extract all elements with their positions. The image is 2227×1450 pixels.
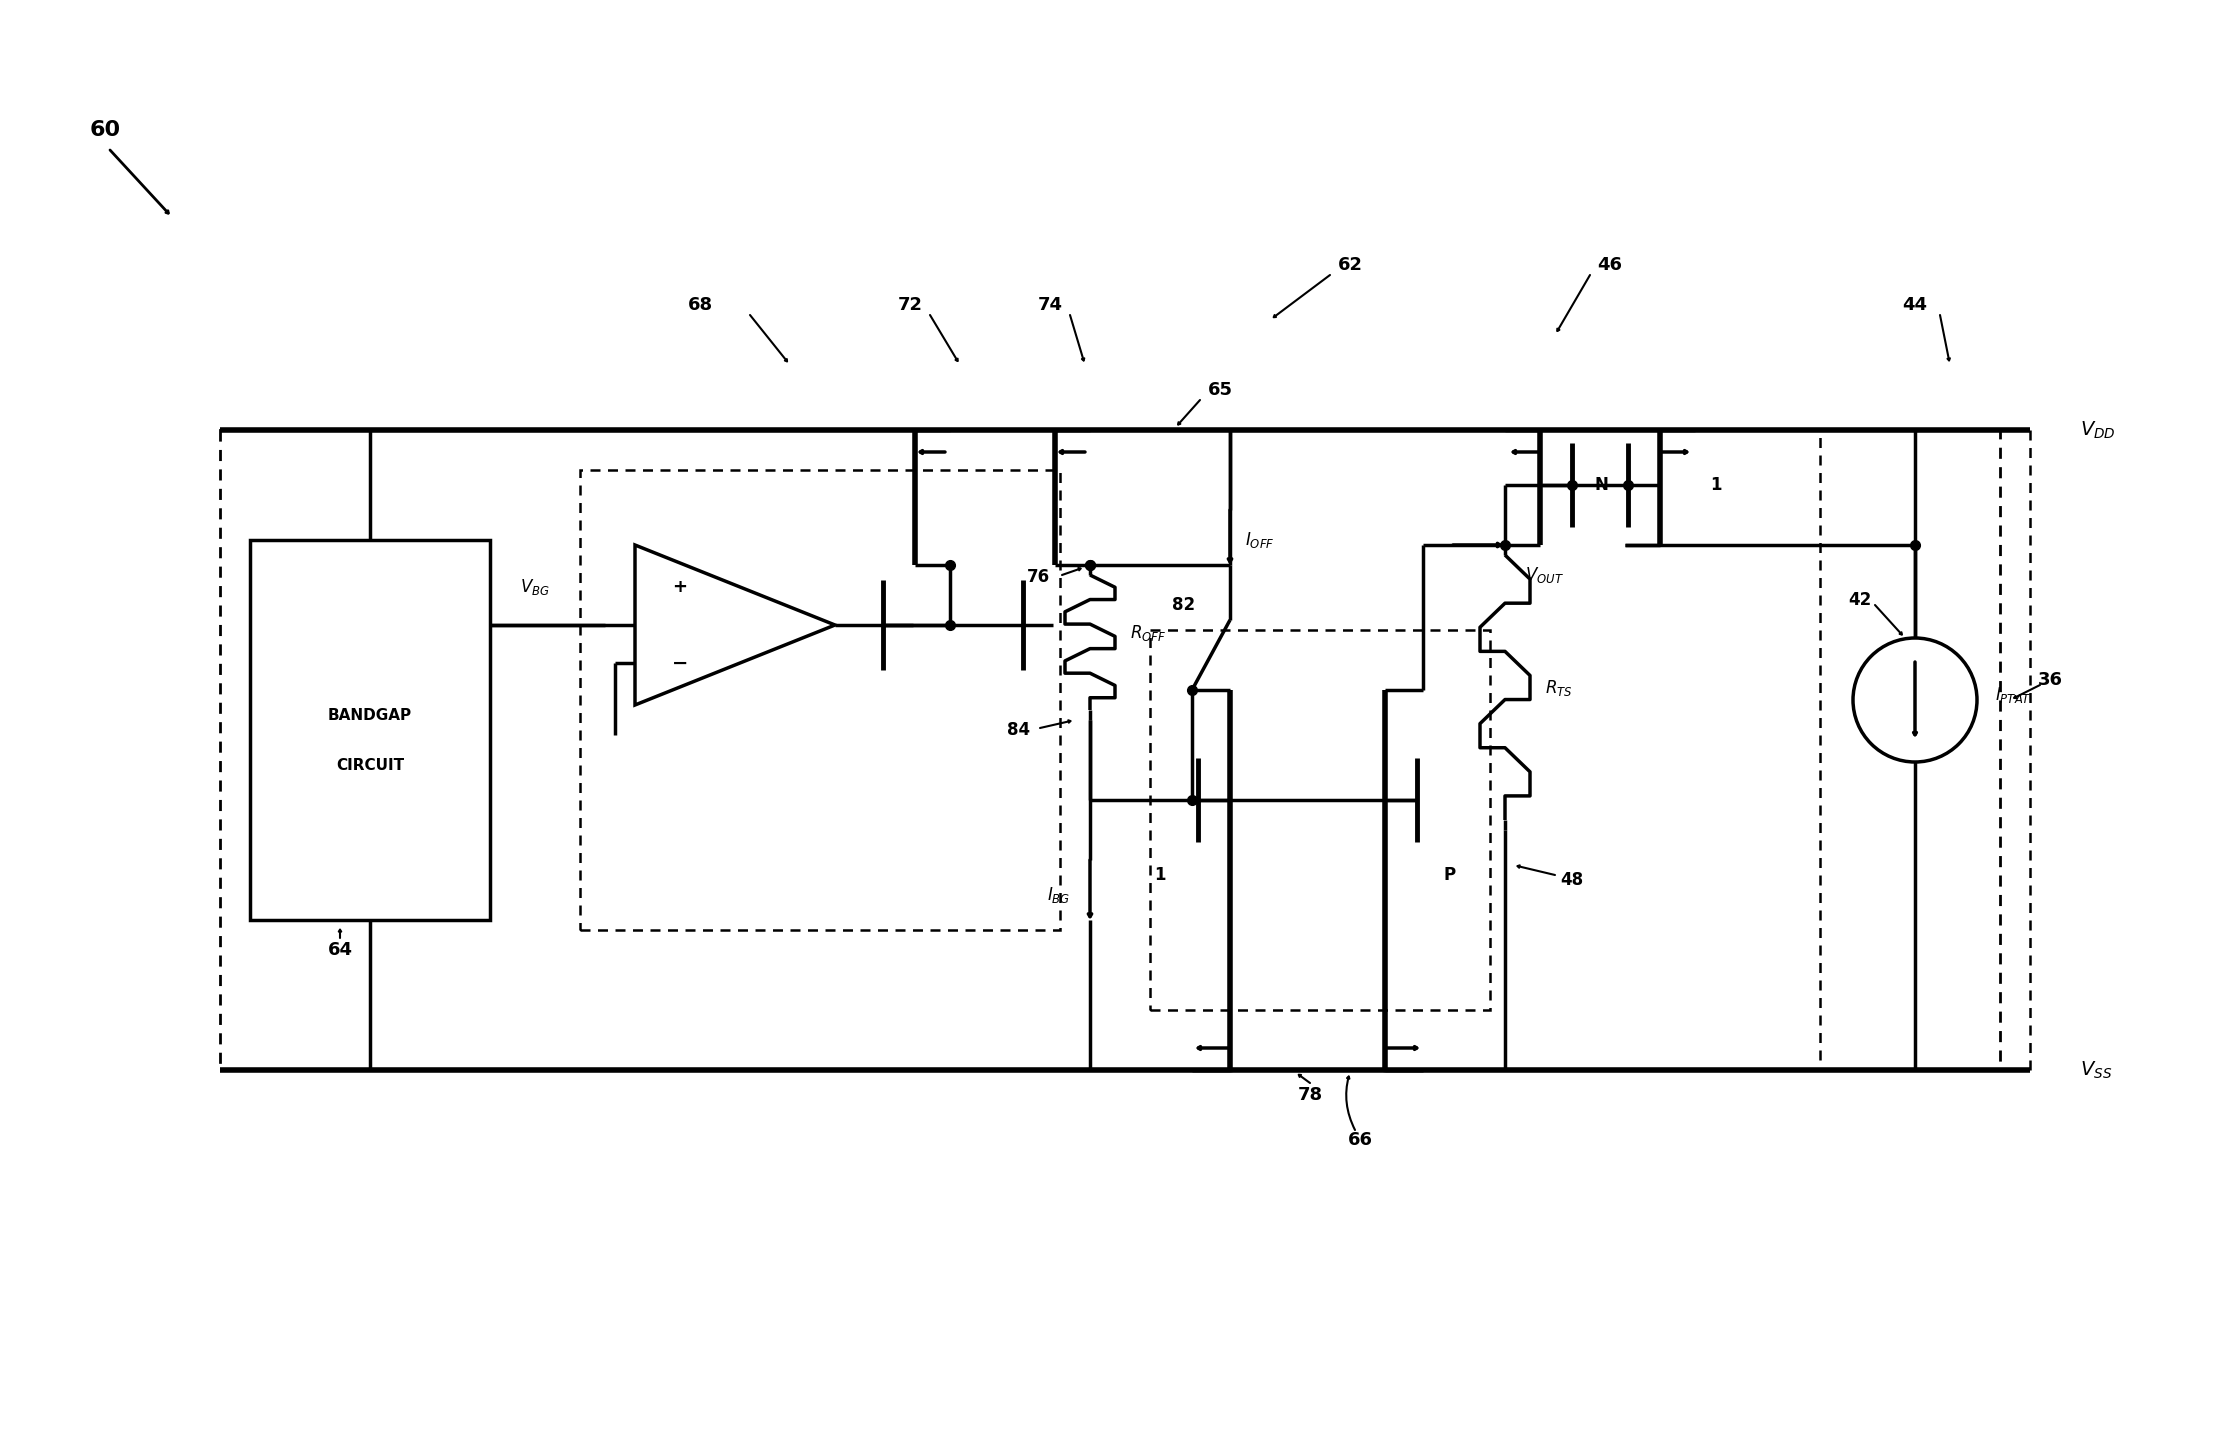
Text: 44: 44 [1902,296,1929,315]
Text: 74: 74 [1038,296,1062,315]
Text: $R_{OFF}$: $R_{OFF}$ [1129,622,1167,642]
Polygon shape [635,545,835,705]
Text: $I_{OFF}$: $I_{OFF}$ [1245,531,1274,550]
Text: $V_{SS}$: $V_{SS}$ [2080,1060,2111,1080]
Text: 84: 84 [1007,721,1031,740]
Text: N: N [1595,476,1608,494]
Text: +: + [673,579,688,596]
Text: 1: 1 [1710,476,1721,494]
Text: $I_{PTAT}$: $I_{PTAT}$ [1995,684,2031,705]
Text: 66: 66 [1347,1131,1372,1148]
Text: CIRCUIT: CIRCUIT [336,757,403,773]
Text: 46: 46 [1597,257,1623,274]
Text: BANDGAP: BANDGAP [327,708,412,722]
Text: 64: 64 [327,941,352,958]
Bar [1149,629,1490,1011]
Text: 60: 60 [89,120,120,141]
Text: 62: 62 [1338,257,1363,274]
Text: $V_{BG}$: $V_{BG}$ [521,577,550,597]
Text: $I_{BG}$: $I_{BG}$ [1047,884,1069,905]
Text: 82: 82 [1171,596,1196,613]
Text: 1: 1 [1154,866,1165,884]
Text: P: P [1443,866,1456,884]
Bar [579,470,1060,929]
Text: $V_{DD}$: $V_{DD}$ [2080,419,2116,441]
Text: $R_{TS}$: $R_{TS}$ [1546,677,1572,697]
Text: 48: 48 [1559,871,1583,889]
Text: 76: 76 [1027,568,1049,586]
Text: 65: 65 [1207,381,1232,399]
Text: 68: 68 [688,296,713,315]
Bar [1819,431,2031,1070]
Text: −: − [673,654,688,673]
Bar [220,431,2000,1070]
Text: 42: 42 [1848,592,1871,609]
Text: 72: 72 [897,296,922,315]
Text: $V_{OUT}$: $V_{OUT}$ [1525,566,1563,584]
Text: 36: 36 [2038,671,2062,689]
Text: 78: 78 [1298,1086,1323,1103]
Bar [249,539,490,919]
